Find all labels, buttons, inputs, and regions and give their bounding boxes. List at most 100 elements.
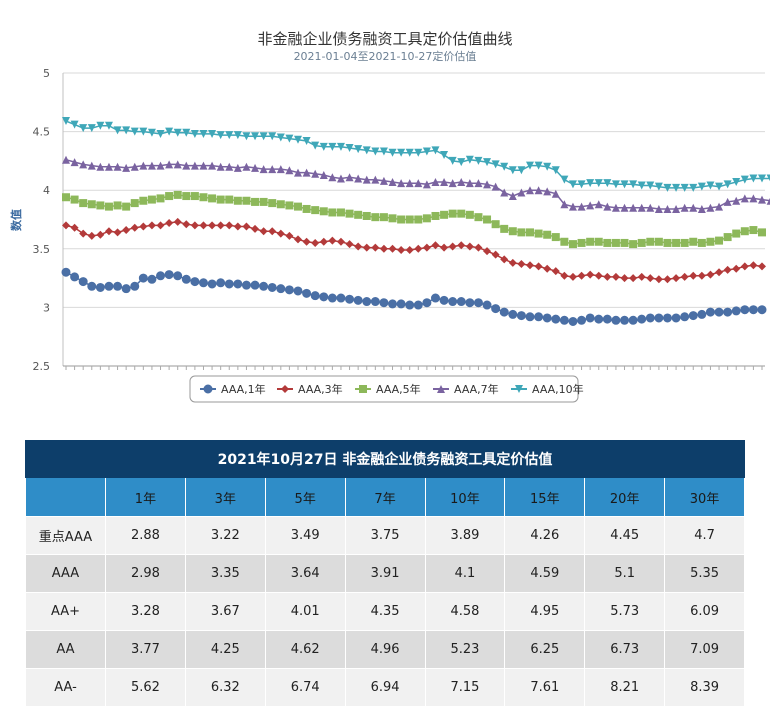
data-point — [723, 307, 733, 317]
data-point — [628, 315, 638, 325]
data-point — [70, 120, 79, 129]
data-point — [190, 221, 199, 230]
data-point — [715, 182, 724, 191]
data-point — [422, 180, 431, 189]
data-point — [139, 222, 148, 231]
data-point — [740, 305, 750, 315]
data-point — [585, 313, 595, 323]
data-point — [173, 217, 182, 226]
data-point — [294, 168, 302, 177]
table-row: AAA 2.98 3.35 3.64 3.91 4.1 4.59 5.1 5.35 — [25, 554, 745, 593]
data-point — [268, 132, 277, 141]
table-cell: 5.62 — [105, 668, 186, 707]
data-point — [620, 180, 629, 189]
data-point — [207, 279, 217, 289]
data-point — [233, 163, 242, 172]
data-point — [70, 272, 80, 282]
data-point — [680, 203, 689, 212]
data-point — [551, 189, 560, 198]
data-point — [534, 161, 543, 170]
data-point — [62, 117, 70, 126]
data-point — [130, 223, 139, 232]
data-point — [413, 300, 423, 310]
data-point — [586, 201, 595, 210]
data-point — [251, 163, 260, 172]
legend-label: AAA,7年 — [454, 382, 499, 396]
data-point — [594, 200, 603, 209]
data-point — [714, 307, 724, 317]
data-point — [242, 162, 251, 171]
data-point — [474, 243, 483, 252]
data-point — [379, 176, 388, 185]
data-point — [70, 158, 79, 167]
data-point — [672, 183, 681, 192]
legend-marker — [281, 385, 289, 393]
data-point — [430, 293, 440, 303]
data-point — [388, 214, 397, 223]
data-point — [758, 262, 766, 271]
table-cell: 7.61 — [504, 668, 586, 707]
table-cell: 6.25 — [504, 630, 586, 669]
legend-box — [189, 375, 579, 403]
data-point — [663, 275, 672, 284]
legend-marker — [359, 385, 367, 393]
data-point — [663, 204, 672, 213]
data-point — [104, 227, 113, 236]
data-point — [242, 222, 251, 231]
data-point — [268, 227, 277, 236]
data-point — [113, 228, 122, 237]
data-point — [448, 297, 458, 307]
data-point — [766, 174, 770, 182]
data-point — [448, 179, 457, 188]
data-point — [216, 131, 225, 140]
data-point — [697, 309, 707, 319]
data-point — [113, 126, 122, 135]
table-header-row: 1年 3年 5年 7年 10年 15年 20年 30年 — [25, 477, 745, 517]
data-point — [164, 270, 174, 280]
data-point — [130, 281, 140, 291]
data-point — [328, 142, 337, 151]
data-point — [577, 315, 587, 325]
row-label: 重点AAA — [25, 516, 106, 555]
data-point — [551, 314, 561, 324]
data-point — [87, 161, 96, 170]
data-point — [431, 241, 440, 250]
data-point — [362, 211, 371, 220]
data-point — [611, 272, 620, 281]
data-point — [758, 174, 766, 183]
data-point — [611, 203, 620, 212]
table-cell: 3.75 — [344, 516, 426, 555]
data-point — [62, 155, 70, 164]
table-header-cell: 3年 — [184, 477, 266, 517]
data-point — [354, 210, 363, 219]
data-point — [259, 132, 268, 141]
data-point — [362, 243, 371, 252]
data-point — [671, 313, 681, 323]
data-point — [336, 142, 345, 151]
data-point — [336, 293, 346, 303]
data-point — [723, 197, 732, 206]
data-point — [302, 288, 312, 298]
data-point — [276, 165, 285, 174]
data-point — [543, 230, 552, 239]
data-point — [568, 180, 577, 189]
data-point — [620, 315, 630, 325]
data-point — [680, 238, 689, 247]
data-point — [465, 155, 474, 164]
data-point — [87, 231, 96, 240]
data-point — [517, 166, 526, 175]
data-point — [233, 279, 243, 289]
data-point — [594, 271, 603, 280]
data-point — [345, 240, 354, 249]
data-point — [199, 129, 208, 138]
data-point — [182, 128, 191, 137]
data-point — [526, 261, 534, 270]
data-point — [87, 200, 96, 209]
table-cell: 8.39 — [664, 668, 745, 707]
data-point — [414, 148, 423, 157]
data-point — [568, 240, 577, 249]
data-point — [663, 183, 672, 192]
series-line-1 — [65, 221, 763, 281]
data-point — [508, 166, 517, 175]
data-point — [483, 180, 492, 189]
